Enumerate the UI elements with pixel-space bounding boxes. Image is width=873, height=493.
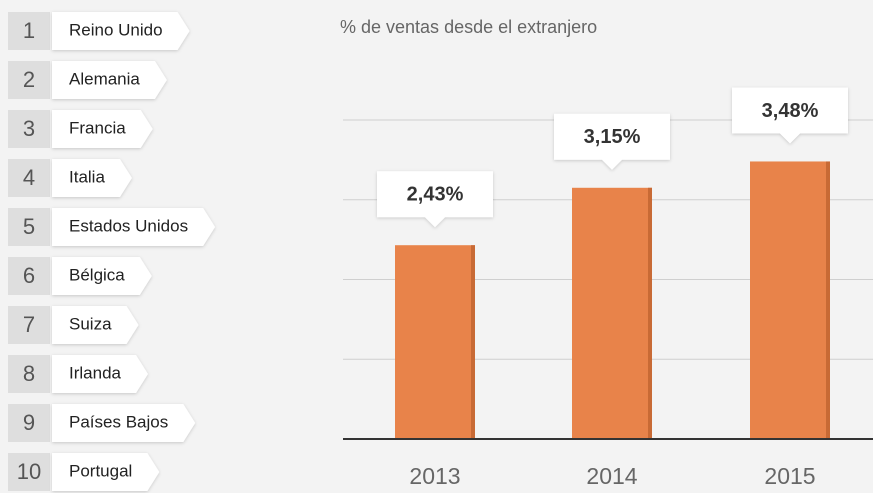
rank-number: 8: [23, 361, 35, 386]
country-name: Portugal: [69, 461, 132, 480]
chart-title: % de ventas desde el extranjero: [340, 17, 597, 37]
name-tag: [52, 110, 153, 148]
country-name: Países Bajos: [69, 412, 168, 431]
rank-number: 6: [23, 263, 35, 288]
x-tick-label: 2013: [409, 463, 460, 489]
name-tag: [52, 453, 160, 491]
bar: [395, 245, 475, 439]
country-name: Estados Unidos: [69, 216, 188, 235]
x-tick-label: 2015: [764, 463, 815, 489]
rank-number: 5: [23, 214, 35, 239]
value-label: 3,48%: [762, 100, 819, 122]
name-tag: [52, 12, 190, 50]
name-tag: [52, 61, 167, 99]
rank-box: [8, 208, 50, 246]
x-tick-label: 2014: [586, 463, 637, 489]
name-tag: [52, 306, 139, 344]
name-tag: [52, 208, 216, 246]
rank-box: [8, 453, 50, 491]
rank-number: 9: [23, 410, 35, 435]
value-label-box: [554, 113, 670, 170]
country-name: Irlanda: [69, 363, 122, 382]
rank-box: [8, 404, 50, 442]
country-name: Reino Unido: [69, 20, 163, 39]
rank-number: 4: [23, 165, 35, 190]
country-name: Suiza: [69, 314, 112, 333]
bar-edge: [471, 245, 475, 439]
value-label-box: [732, 87, 848, 144]
country-name: Francia: [69, 118, 126, 137]
rank-number: 7: [23, 312, 35, 337]
name-tag: [52, 355, 148, 393]
rank-number: 10: [17, 459, 41, 484]
country-name: Alemania: [69, 69, 140, 88]
bar: [750, 161, 830, 439]
country-name: Bélgica: [69, 265, 125, 284]
rank-box: [8, 355, 50, 393]
name-tag: [52, 159, 132, 197]
rank-box: [8, 306, 50, 344]
value-label-box: [377, 171, 493, 228]
value-label: 3,15%: [584, 126, 641, 148]
rank-box: [8, 61, 50, 99]
bar-edge: [826, 161, 830, 439]
rank-box: [8, 257, 50, 295]
bar-edge: [648, 187, 652, 439]
rank-box: [8, 12, 50, 50]
bar: [572, 187, 652, 439]
rank-box: [8, 159, 50, 197]
rank-box: [8, 110, 50, 148]
rank-number: 3: [23, 116, 35, 141]
value-label: 2,43%: [407, 183, 464, 205]
name-tag: [52, 404, 196, 442]
name-tag: [52, 257, 152, 295]
country-name: Italia: [69, 167, 105, 186]
rank-number: 1: [23, 18, 35, 43]
rank-number: 2: [23, 67, 35, 92]
